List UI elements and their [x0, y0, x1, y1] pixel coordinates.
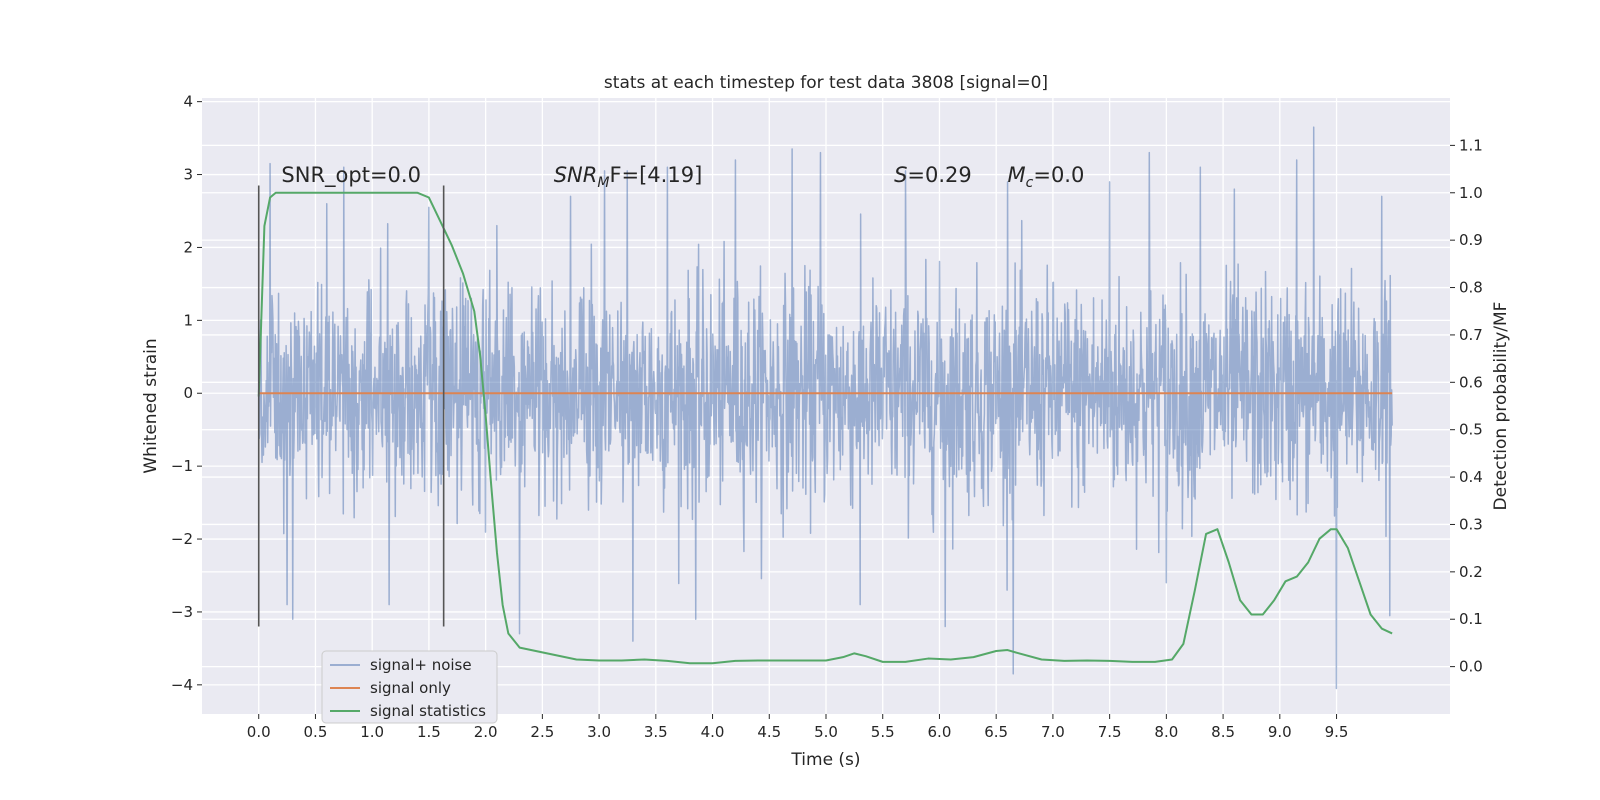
y-right-tick-label: 0.7: [1459, 326, 1483, 344]
annotation-snr_mf: SNRMF=[4.19]: [554, 163, 703, 191]
x-tick-label: 7.5: [1098, 723, 1122, 741]
x-tick-label: 6.5: [984, 723, 1008, 741]
legend-label-signal-only: signal only: [370, 679, 451, 697]
x-tick-label: 2.5: [530, 723, 554, 741]
legend-label-signal-statistics: signal statistics: [370, 702, 486, 720]
x-tick-label: 7.0: [1041, 723, 1065, 741]
y-right-tick-label: 0.3: [1459, 515, 1483, 533]
y-tick-label: −3: [171, 603, 193, 621]
y-right-tick-label: 0.0: [1459, 658, 1483, 676]
legend-box: [321, 650, 498, 724]
x-tick-label: 6.0: [928, 723, 952, 741]
y-right-tick-label: 0.1: [1459, 610, 1483, 628]
annotation-s: S=0.29: [894, 163, 972, 187]
x-tick-label: 5.5: [871, 723, 895, 741]
y-tick-label: 1: [183, 311, 193, 329]
x-axis-label: Time (s): [790, 750, 860, 770]
series-line-signal-statistics: [257, 191, 1393, 665]
y-tick-label: −4: [171, 676, 193, 694]
y-tick-label: 4: [183, 93, 193, 111]
y-right-tick-label: 0.6: [1459, 373, 1483, 391]
vertical-lines: [257, 185, 445, 627]
annotation-mc: Mc=0.0: [1008, 163, 1085, 191]
y-right-tick-label: 1.0: [1459, 184, 1483, 202]
series-line-signal-noise: [257, 126, 1393, 690]
y-right-tick-label: 0.4: [1459, 468, 1483, 486]
y-right-tick-label: 1.1: [1459, 136, 1483, 154]
y-tick-label: 2: [183, 238, 193, 256]
axes: 0.0 0.5 1.0 1.5 2.0 2.5 3.0 3.5 4.0 4.5 5.0 5.5 6.0 6…: [171, 93, 1483, 741]
y-right-tick-label: 0.8: [1459, 279, 1483, 297]
y-right-tick-label: 0.9: [1459, 231, 1483, 249]
y-tick-label: −2: [171, 530, 193, 548]
x-tick-label: 4.0: [701, 723, 725, 741]
y-axis-label: Whitened strain: [141, 338, 161, 473]
y-right-tick-label: 0.5: [1459, 421, 1483, 439]
y-right-tick-label: 0.2: [1459, 563, 1483, 581]
x-tick-label: 9.0: [1268, 723, 1292, 741]
x-tick-label: 5.0: [814, 723, 838, 741]
x-tick-label: 2.0: [474, 723, 498, 741]
y-tick-label: 0: [183, 384, 193, 402]
x-tick-label: 8.0: [1154, 723, 1178, 741]
legend: signal+ noise signal only signal statistic…: [321, 650, 498, 724]
x-tick-label: 3.0: [587, 723, 611, 741]
x-tick-label: 0.0: [247, 723, 271, 741]
y-tick-label: 3: [183, 166, 193, 184]
x-tick-label: 1.0: [360, 723, 384, 741]
annotations: SNR_opt=0.0 SNRMF=[4.19] S=0.29 Mc=0.0: [281, 163, 1084, 191]
series-layer: [257, 126, 1393, 690]
legend-label-signal-noise: signal+ noise: [370, 656, 472, 674]
x-tick-label: 9.5: [1325, 723, 1349, 741]
y-axis-label-right: Detection probability/MF: [1491, 302, 1511, 511]
y-tick-label: −1: [171, 457, 193, 475]
x-tick-label: 4.5: [757, 723, 781, 741]
chart-title: stats at each timestep for test data 380…: [604, 73, 1048, 93]
x-tick-label: 0.5: [304, 723, 328, 741]
x-tick-label: 1.5: [417, 723, 441, 741]
x-tick-label: 8.5: [1211, 723, 1235, 741]
x-tick-label: 3.5: [644, 723, 668, 741]
annotation-snr_opt: SNR_opt=0.0: [281, 163, 421, 188]
